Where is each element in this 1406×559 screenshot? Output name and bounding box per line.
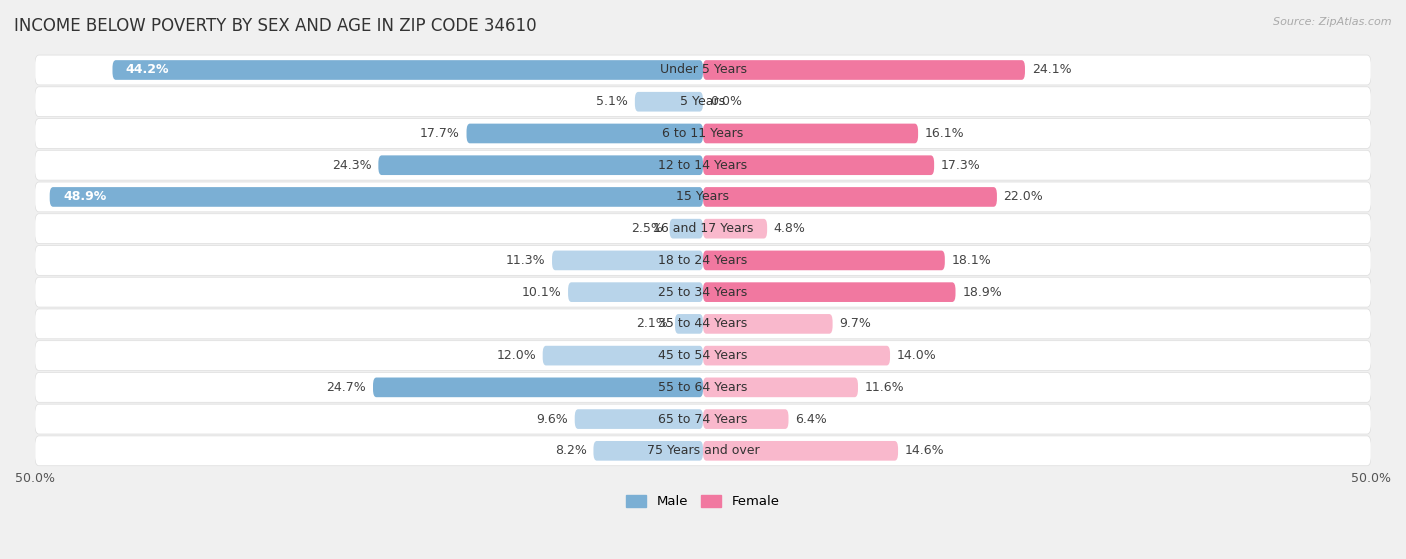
Text: 6.4%: 6.4% — [796, 413, 827, 425]
Text: Under 5 Years: Under 5 Years — [659, 64, 747, 77]
FancyBboxPatch shape — [669, 219, 703, 239]
Text: 75 Years and over: 75 Years and over — [647, 444, 759, 457]
Text: 22.0%: 22.0% — [1004, 191, 1043, 203]
FancyBboxPatch shape — [703, 187, 997, 207]
FancyBboxPatch shape — [593, 441, 703, 461]
Text: 44.2%: 44.2% — [127, 64, 169, 77]
FancyBboxPatch shape — [35, 214, 1371, 244]
Text: 2.1%: 2.1% — [637, 318, 668, 330]
Text: 18.1%: 18.1% — [952, 254, 991, 267]
Text: 18 to 24 Years: 18 to 24 Years — [658, 254, 748, 267]
FancyBboxPatch shape — [703, 409, 789, 429]
Text: 24.1%: 24.1% — [1032, 64, 1071, 77]
FancyBboxPatch shape — [703, 314, 832, 334]
FancyBboxPatch shape — [35, 245, 1371, 276]
Text: 14.0%: 14.0% — [897, 349, 936, 362]
Text: 15 Years: 15 Years — [676, 191, 730, 203]
Text: 8.2%: 8.2% — [555, 444, 586, 457]
Text: 65 to 74 Years: 65 to 74 Years — [658, 413, 748, 425]
Text: 5 Years: 5 Years — [681, 95, 725, 108]
Text: 12 to 14 Years: 12 to 14 Years — [658, 159, 748, 172]
FancyBboxPatch shape — [35, 404, 1371, 434]
FancyBboxPatch shape — [636, 92, 703, 112]
FancyBboxPatch shape — [575, 409, 703, 429]
FancyBboxPatch shape — [703, 441, 898, 461]
Legend: Male, Female: Male, Female — [621, 490, 785, 514]
Text: 9.6%: 9.6% — [536, 413, 568, 425]
FancyBboxPatch shape — [568, 282, 703, 302]
Text: 48.9%: 48.9% — [63, 191, 107, 203]
Text: 17.7%: 17.7% — [420, 127, 460, 140]
FancyBboxPatch shape — [35, 372, 1371, 402]
Text: 12.0%: 12.0% — [496, 349, 536, 362]
Text: 35 to 44 Years: 35 to 44 Years — [658, 318, 748, 330]
Text: Source: ZipAtlas.com: Source: ZipAtlas.com — [1274, 17, 1392, 27]
FancyBboxPatch shape — [675, 314, 703, 334]
Text: 16.1%: 16.1% — [925, 127, 965, 140]
FancyBboxPatch shape — [543, 346, 703, 366]
Text: 2.5%: 2.5% — [631, 222, 662, 235]
FancyBboxPatch shape — [703, 219, 768, 239]
FancyBboxPatch shape — [35, 436, 1371, 466]
Text: INCOME BELOW POVERTY BY SEX AND AGE IN ZIP CODE 34610: INCOME BELOW POVERTY BY SEX AND AGE IN Z… — [14, 17, 537, 35]
FancyBboxPatch shape — [35, 55, 1371, 85]
FancyBboxPatch shape — [373, 377, 703, 397]
FancyBboxPatch shape — [703, 377, 858, 397]
FancyBboxPatch shape — [703, 155, 934, 175]
Text: 11.6%: 11.6% — [865, 381, 904, 394]
Text: 17.3%: 17.3% — [941, 159, 980, 172]
Text: 0.0%: 0.0% — [710, 95, 742, 108]
Text: 5.1%: 5.1% — [596, 95, 628, 108]
Text: 45 to 54 Years: 45 to 54 Years — [658, 349, 748, 362]
Text: 24.3%: 24.3% — [332, 159, 371, 172]
Text: 11.3%: 11.3% — [506, 254, 546, 267]
Text: 14.6%: 14.6% — [904, 444, 945, 457]
FancyBboxPatch shape — [378, 155, 703, 175]
FancyBboxPatch shape — [703, 124, 918, 143]
FancyBboxPatch shape — [553, 250, 703, 270]
FancyBboxPatch shape — [467, 124, 703, 143]
FancyBboxPatch shape — [35, 150, 1371, 180]
Text: 16 and 17 Years: 16 and 17 Years — [652, 222, 754, 235]
FancyBboxPatch shape — [703, 346, 890, 366]
FancyBboxPatch shape — [49, 187, 703, 207]
Text: 55 to 64 Years: 55 to 64 Years — [658, 381, 748, 394]
Text: 9.7%: 9.7% — [839, 318, 872, 330]
Text: 10.1%: 10.1% — [522, 286, 561, 299]
Text: 25 to 34 Years: 25 to 34 Years — [658, 286, 748, 299]
FancyBboxPatch shape — [703, 282, 956, 302]
FancyBboxPatch shape — [35, 87, 1371, 117]
FancyBboxPatch shape — [703, 60, 1025, 80]
FancyBboxPatch shape — [35, 119, 1371, 148]
Text: 6 to 11 Years: 6 to 11 Years — [662, 127, 744, 140]
FancyBboxPatch shape — [35, 182, 1371, 212]
FancyBboxPatch shape — [112, 60, 703, 80]
Text: 4.8%: 4.8% — [773, 222, 806, 235]
Text: 24.7%: 24.7% — [326, 381, 367, 394]
FancyBboxPatch shape — [35, 277, 1371, 307]
FancyBboxPatch shape — [703, 250, 945, 270]
Text: 18.9%: 18.9% — [962, 286, 1002, 299]
FancyBboxPatch shape — [35, 309, 1371, 339]
FancyBboxPatch shape — [35, 340, 1371, 371]
